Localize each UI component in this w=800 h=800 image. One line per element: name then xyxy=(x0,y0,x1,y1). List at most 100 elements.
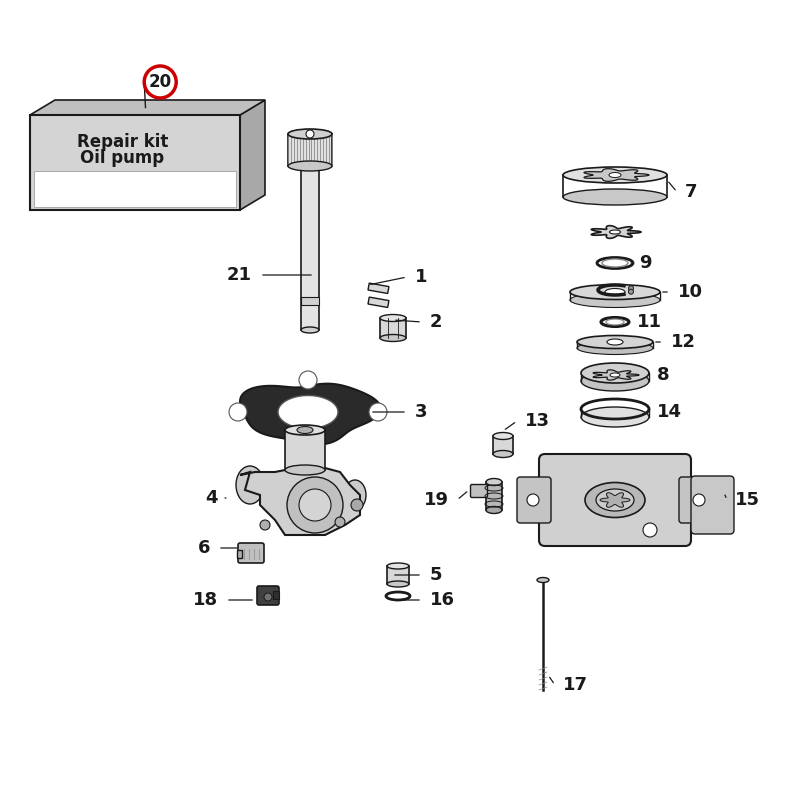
FancyBboxPatch shape xyxy=(691,476,734,534)
Text: 6: 6 xyxy=(198,539,210,557)
Ellipse shape xyxy=(236,466,264,504)
Ellipse shape xyxy=(577,335,653,349)
Bar xyxy=(486,482,502,510)
Text: 11: 11 xyxy=(637,313,662,331)
Ellipse shape xyxy=(581,371,649,391)
Ellipse shape xyxy=(387,563,409,569)
Polygon shape xyxy=(240,468,360,535)
Ellipse shape xyxy=(301,327,319,333)
Text: 10: 10 xyxy=(678,283,703,301)
FancyBboxPatch shape xyxy=(679,477,713,523)
FancyBboxPatch shape xyxy=(539,454,691,546)
Ellipse shape xyxy=(609,173,621,178)
Text: 2: 2 xyxy=(430,313,442,331)
Text: 7: 7 xyxy=(685,183,698,201)
Circle shape xyxy=(299,371,317,389)
Ellipse shape xyxy=(585,482,645,518)
Circle shape xyxy=(629,286,634,290)
Text: 1: 1 xyxy=(415,268,427,286)
Ellipse shape xyxy=(493,450,513,458)
Bar xyxy=(368,283,389,294)
Circle shape xyxy=(260,520,270,530)
Text: 20: 20 xyxy=(149,73,172,91)
Ellipse shape xyxy=(610,230,621,234)
Polygon shape xyxy=(30,100,265,115)
Ellipse shape xyxy=(380,334,406,342)
Bar xyxy=(273,591,279,599)
Circle shape xyxy=(144,66,176,98)
Text: 8: 8 xyxy=(657,366,670,384)
Circle shape xyxy=(299,489,331,521)
Bar xyxy=(387,566,409,584)
Polygon shape xyxy=(240,100,265,210)
Text: 3: 3 xyxy=(415,403,427,421)
Polygon shape xyxy=(600,493,630,507)
Ellipse shape xyxy=(570,285,660,299)
Ellipse shape xyxy=(563,189,667,205)
Ellipse shape xyxy=(563,167,667,183)
Circle shape xyxy=(643,523,657,537)
Ellipse shape xyxy=(493,433,513,439)
Ellipse shape xyxy=(596,489,634,511)
Ellipse shape xyxy=(581,363,649,383)
Ellipse shape xyxy=(387,581,409,587)
Ellipse shape xyxy=(285,465,325,475)
FancyBboxPatch shape xyxy=(470,485,487,498)
FancyBboxPatch shape xyxy=(517,477,551,523)
Bar xyxy=(285,430,325,470)
Text: 17: 17 xyxy=(563,676,588,694)
Ellipse shape xyxy=(570,293,660,307)
Bar xyxy=(301,166,319,330)
Text: 4: 4 xyxy=(206,489,218,507)
Ellipse shape xyxy=(288,129,332,139)
Circle shape xyxy=(229,403,247,421)
Polygon shape xyxy=(591,226,641,238)
Circle shape xyxy=(527,494,539,506)
Bar xyxy=(30,115,240,210)
Text: Repair kit: Repair kit xyxy=(77,133,168,150)
Ellipse shape xyxy=(288,161,332,171)
FancyBboxPatch shape xyxy=(238,543,264,563)
Circle shape xyxy=(351,499,363,511)
Polygon shape xyxy=(584,169,649,182)
Circle shape xyxy=(335,517,345,527)
Ellipse shape xyxy=(537,578,549,582)
Ellipse shape xyxy=(486,478,502,486)
Circle shape xyxy=(287,477,343,533)
Bar xyxy=(237,550,242,558)
Circle shape xyxy=(369,403,387,421)
Bar xyxy=(34,171,236,207)
Ellipse shape xyxy=(285,425,325,435)
Bar xyxy=(380,318,406,338)
Ellipse shape xyxy=(577,342,653,354)
Text: 16: 16 xyxy=(430,591,455,609)
Ellipse shape xyxy=(486,506,502,514)
Polygon shape xyxy=(240,384,381,445)
Text: 12: 12 xyxy=(671,333,696,351)
Text: 14: 14 xyxy=(657,403,682,421)
Text: 9: 9 xyxy=(639,254,651,272)
Bar xyxy=(493,436,513,454)
Text: 19: 19 xyxy=(424,491,449,509)
Circle shape xyxy=(299,435,317,453)
Bar xyxy=(288,134,332,166)
Text: 15: 15 xyxy=(735,491,760,509)
Text: 18: 18 xyxy=(193,591,218,609)
Ellipse shape xyxy=(607,339,623,345)
Polygon shape xyxy=(278,395,338,429)
Ellipse shape xyxy=(344,480,366,510)
Ellipse shape xyxy=(610,373,620,377)
Circle shape xyxy=(264,593,272,601)
Ellipse shape xyxy=(297,426,313,434)
Text: 21: 21 xyxy=(227,266,252,284)
Circle shape xyxy=(306,130,314,138)
Text: Oil pump: Oil pump xyxy=(80,149,165,166)
Text: 13: 13 xyxy=(525,412,550,430)
Ellipse shape xyxy=(581,407,649,427)
Circle shape xyxy=(693,494,705,506)
Bar xyxy=(301,297,319,305)
Ellipse shape xyxy=(605,289,625,295)
Text: 5: 5 xyxy=(430,566,442,584)
FancyBboxPatch shape xyxy=(257,586,279,605)
Circle shape xyxy=(629,290,634,294)
